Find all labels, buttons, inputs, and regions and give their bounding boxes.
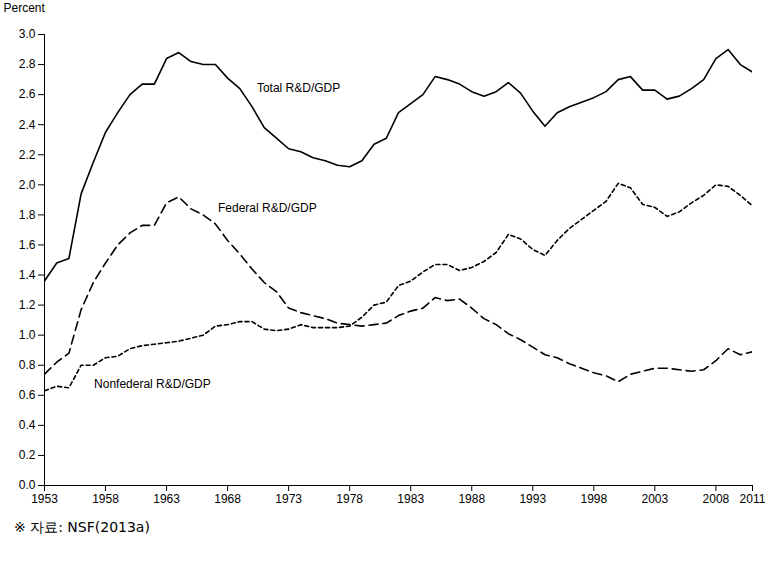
svg-text:1983: 1983 <box>397 492 424 506</box>
svg-text:1998: 1998 <box>580 492 607 506</box>
svg-text:0.6: 0.6 <box>19 388 36 402</box>
svg-text:1953: 1953 <box>31 492 58 506</box>
html-text:※ 자료: NSF(2013a): ※ 자료: NSF(2013a) <box>14 519 150 535</box>
svg-text:0.4: 0.4 <box>19 418 36 432</box>
svg-text:2008: 2008 <box>703 492 730 506</box>
svg-text:Nonfederal R&D/GDP: Nonfederal R&D/GDP <box>94 377 211 391</box>
svg-text:Percent: Percent <box>4 1 46 15</box>
svg-text:2.2: 2.2 <box>19 148 36 162</box>
svg-text:3.0: 3.0 <box>19 27 36 41</box>
svg-text:1.2: 1.2 <box>19 298 36 312</box>
svg-text:2.0: 2.0 <box>19 178 36 192</box>
svg-text:1988: 1988 <box>458 492 485 506</box>
svg-text:2003: 2003 <box>641 492 668 506</box>
svg-text:1963: 1963 <box>153 492 180 506</box>
svg-text:2011: 2011 <box>740 492 766 506</box>
svg-text:2.8: 2.8 <box>19 57 36 71</box>
svg-text:1993: 1993 <box>519 492 546 506</box>
svg-text:1978: 1978 <box>336 492 363 506</box>
svg-text:Total R&D/GDP: Total R&D/GDP <box>257 81 340 95</box>
svg-text:1.6: 1.6 <box>19 238 36 252</box>
svg-text:0.8: 0.8 <box>19 358 36 372</box>
svg-text:0.2: 0.2 <box>19 448 36 462</box>
svg-text:1973: 1973 <box>275 492 302 506</box>
svg-text:2.6: 2.6 <box>19 87 36 101</box>
svg-text:0.0: 0.0 <box>19 478 36 492</box>
svg-text:Federal R&D/GDP: Federal R&D/GDP <box>218 201 317 215</box>
svg-text:2.4: 2.4 <box>19 118 36 132</box>
svg-text:1.0: 1.0 <box>19 328 36 342</box>
svg-text:1.4: 1.4 <box>19 268 36 282</box>
svg-text:1.8: 1.8 <box>19 208 36 222</box>
svg-text:1968: 1968 <box>214 492 241 506</box>
svg-text:1958: 1958 <box>92 492 119 506</box>
